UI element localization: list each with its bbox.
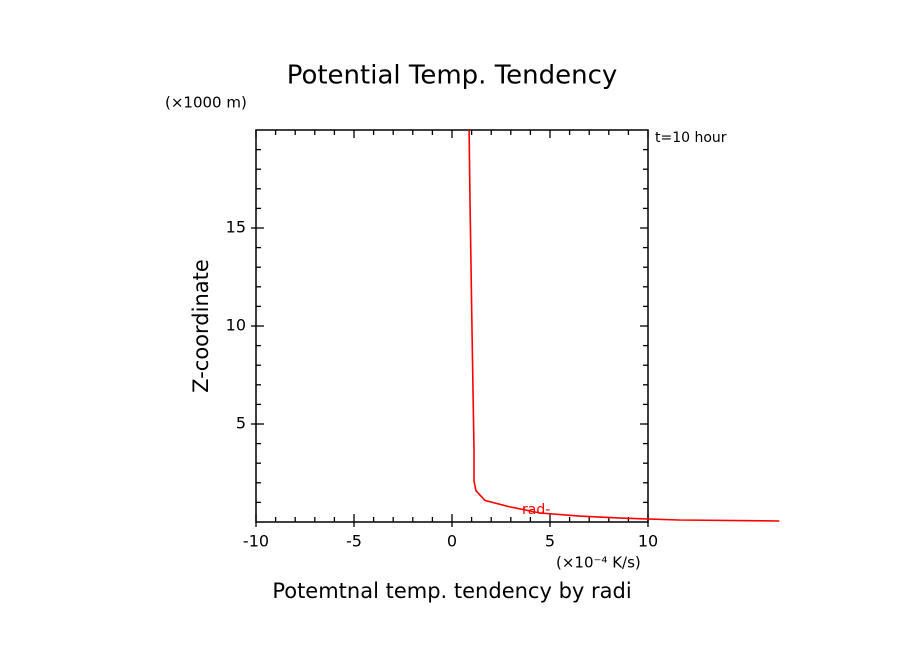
data-line [468,129,780,522]
annotation: t=10 hour [655,130,727,146]
x-tick-label: -10 [243,532,269,551]
y-tick-label: 10 [226,316,246,335]
x-unit: (×10⁻⁴ K/s) [556,554,641,572]
x-tick-label: 5 [545,532,555,551]
plot-frame [255,129,649,523]
chart-title: Potential Temp. Tendency [287,61,618,91]
x-tick-label: -5 [346,532,362,551]
y-tick-label: 15 [226,218,246,237]
y-unit: (×1000 m) [165,94,247,112]
y-axis-label: Z-coordinate [189,259,213,393]
y-tick-label: 5 [236,414,246,433]
x-tick-label: 10 [638,532,658,551]
line-label: rad- [522,502,550,518]
x-tick-label: 0 [447,532,457,551]
x-axis-label: Potemtnal temp. tendency by radi [272,579,631,603]
